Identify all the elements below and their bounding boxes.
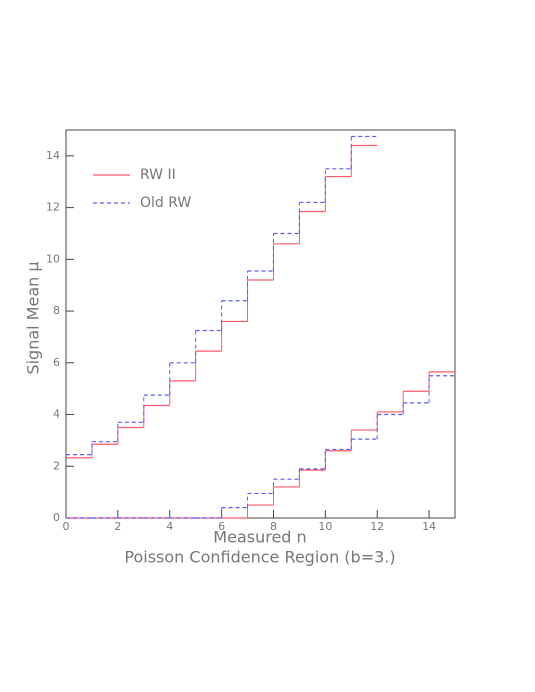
plot-frame xyxy=(65,129,456,519)
y-tick-label: 4 xyxy=(53,408,60,421)
y-tick-label: 14 xyxy=(46,149,60,162)
y-tick-label: 2 xyxy=(53,459,60,472)
y-tick-label: 12 xyxy=(46,201,60,214)
legend-label: Old RW xyxy=(140,195,191,211)
x-axis-label: Measured n xyxy=(213,528,306,547)
y-tick-label: 8 xyxy=(53,304,60,317)
x-tick-label: 14 xyxy=(422,520,436,533)
x-tick-label: 0 xyxy=(63,520,70,533)
x-tick-label: 12 xyxy=(370,520,384,533)
chart-subtitle: Poisson Confidence Region (b=3.) xyxy=(124,548,395,567)
x-tick-label: 8 xyxy=(270,520,277,533)
legend-label: RW II xyxy=(140,167,176,183)
y-tick-label: 0 xyxy=(53,511,60,524)
y-axis-label: Signal Mean μ xyxy=(24,261,43,374)
y-tick-label: 6 xyxy=(53,356,60,369)
y-tick-label: 10 xyxy=(46,252,60,265)
x-tick-label: 6 xyxy=(218,520,225,533)
x-tick-label: 10 xyxy=(318,520,332,533)
x-tick-label: 2 xyxy=(114,520,121,533)
x-tick-label: 4 xyxy=(166,520,173,533)
